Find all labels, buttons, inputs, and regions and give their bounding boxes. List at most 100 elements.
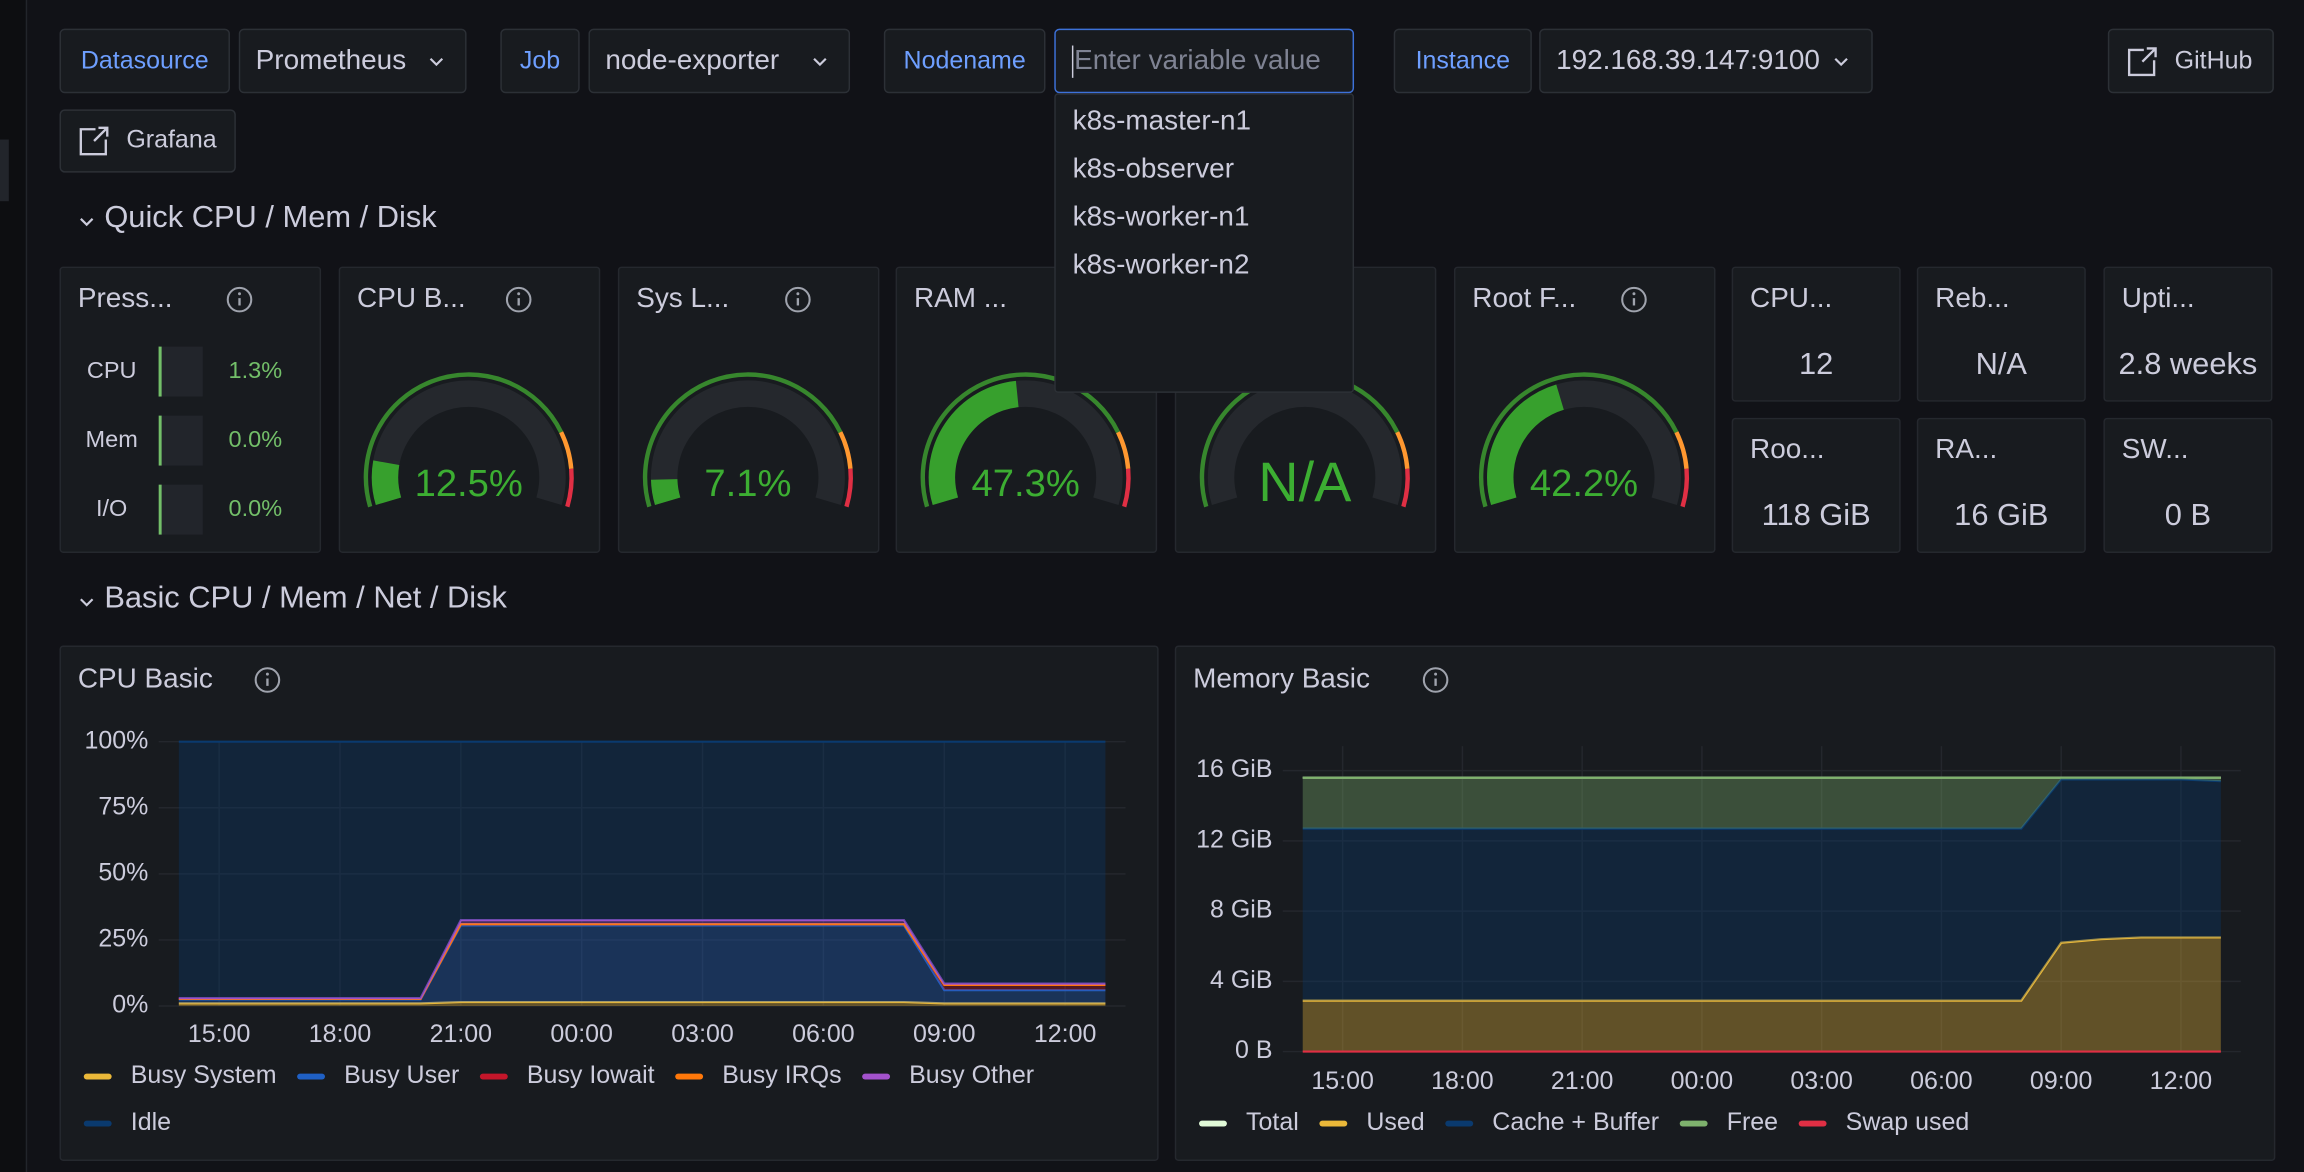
- legend-label[interactable]: Swap used: [1846, 1108, 1970, 1136]
- x-tick-label: 06:00: [792, 1020, 854, 1048]
- info-icon: [265, 672, 269, 676]
- legend-label[interactable]: Busy Iowait: [527, 1061, 655, 1089]
- panel: [59, 266, 322, 553]
- dropdown-option[interactable]: k8s-worker-n2: [1073, 248, 1250, 279]
- chevron-icon: [429, 57, 444, 67]
- variable-label-text: Nodename: [904, 46, 1026, 74]
- area: [1302, 777, 2221, 829]
- panel-title: Press...: [78, 282, 173, 313]
- bar-track: [158, 484, 203, 535]
- row-label: CPU: [87, 357, 137, 383]
- panel-title: CPU...: [1750, 282, 1832, 313]
- y-tick-label: 12 GiB: [1196, 825, 1272, 853]
- panel: [1731, 266, 1901, 402]
- panel: [59, 645, 1159, 1161]
- y-tick-label: 16 GiB: [1196, 755, 1272, 783]
- area: [1302, 937, 2221, 1052]
- threshold-ring: [838, 431, 853, 470]
- panel: [2103, 266, 2273, 402]
- stat-value: N/A: [1976, 346, 2028, 381]
- gauge-label: 7.1%: [704, 462, 791, 505]
- info-icon: [505, 286, 532, 313]
- threshold-ring: [920, 372, 1121, 508]
- info-icon: [517, 292, 521, 296]
- stat-value: 118 GiB: [1762, 497, 1871, 532]
- threshold-ring: [565, 468, 574, 508]
- panel-title: Reb...: [1935, 282, 2009, 313]
- legend-label[interactable]: Used: [1366, 1108, 1424, 1136]
- panel: [1916, 417, 2086, 553]
- external-link-icon: [79, 126, 109, 156]
- x-tick-label: 21:00: [430, 1020, 492, 1048]
- gauge-value: [1487, 384, 1565, 506]
- y-tick-label: 50%: [98, 858, 148, 886]
- threshold-ring: [1116, 431, 1131, 470]
- panel-title: Upti...: [2122, 282, 2195, 313]
- series-line: [1302, 778, 2221, 830]
- gauge-value: [371, 460, 402, 506]
- section-title[interactable]: Quick CPU / Mem / Disk: [104, 199, 437, 234]
- variable-label: [500, 28, 580, 94]
- variable-input[interactable]: [1054, 28, 1355, 94]
- variable-select[interactable]: [238, 28, 467, 94]
- legend-label[interactable]: Busy System: [131, 1061, 277, 1089]
- variable-label-text: Job: [520, 46, 560, 74]
- variable-select[interactable]: [1539, 28, 1873, 94]
- dropdown-option[interactable]: k8s-master-n1: [1073, 104, 1251, 135]
- link-button[interactable]: [59, 109, 236, 173]
- variable-label: [883, 28, 1046, 94]
- info-icon: [1422, 667, 1449, 693]
- legend-label[interactable]: Free: [1727, 1108, 1778, 1136]
- y-tick-label: 4 GiB: [1210, 966, 1272, 994]
- x-tick-label: 06:00: [1910, 1067, 1972, 1095]
- variable-value: Prometheus: [256, 44, 407, 75]
- info-icon: [1621, 286, 1647, 313]
- info-icon: [796, 292, 800, 296]
- x-tick-label: 21:00: [1551, 1067, 1613, 1095]
- x-tick-label: 03:00: [671, 1020, 733, 1048]
- variable-select[interactable]: [588, 28, 851, 94]
- x-tick-label: 15:00: [1311, 1067, 1373, 1095]
- info-icon: [785, 286, 811, 313]
- section-title[interactable]: Basic CPU / Mem / Net / Disk: [104, 579, 507, 614]
- gauge-value: [928, 380, 1020, 505]
- x-tick-label: 12:00: [2150, 1067, 2212, 1095]
- value-label: 0.0%: [229, 495, 283, 521]
- threshold-ring: [844, 468, 853, 508]
- sidebar-handle: [0, 139, 9, 202]
- legend-label[interactable]: Busy Other: [909, 1061, 1034, 1089]
- bar-edge: [158, 346, 162, 397]
- threshold-ring: [1401, 468, 1410, 508]
- threshold-ring: [642, 372, 843, 508]
- threshold-ring: [1680, 468, 1690, 508]
- legend-label[interactable]: Idle: [131, 1108, 171, 1136]
- variable-label-text: Instance: [1416, 46, 1510, 74]
- info-icon: [238, 292, 241, 296]
- value-label: 1.3%: [229, 357, 283, 383]
- info-icon: [1632, 292, 1636, 296]
- legend-label[interactable]: Busy User: [344, 1061, 459, 1089]
- threshold-ring: [363, 372, 564, 508]
- link-button[interactable]: [2107, 28, 2274, 94]
- dropdown-option[interactable]: k8s-observer: [1073, 152, 1234, 183]
- legend-label[interactable]: Cache + Buffer: [1492, 1108, 1659, 1136]
- info-icon: [1434, 672, 1438, 676]
- panel-title: RAM ...: [914, 282, 1007, 313]
- x-tick-label: 09:00: [913, 1020, 975, 1048]
- threshold-ring: [1122, 468, 1131, 508]
- threshold-ring: [1674, 431, 1689, 470]
- legend-label[interactable]: Total: [1246, 1108, 1299, 1136]
- stat-value: 0 B: [2165, 497, 2211, 532]
- chevron-icon: [813, 57, 827, 67]
- series-line: [1302, 936, 2221, 1002]
- link-text: GitHub: [2175, 46, 2253, 74]
- gauge-value: [650, 478, 681, 506]
- dropdown-menu: [1054, 93, 1355, 393]
- variable-value: 192.168.39.147:9100: [1556, 44, 1820, 75]
- dropdown-option[interactable]: k8s-worker-n1: [1073, 200, 1250, 231]
- area: [178, 925, 1106, 1004]
- variable-label-text: Datasource: [81, 46, 209, 74]
- legend-label[interactable]: Busy IRQs: [722, 1061, 841, 1089]
- panel-title: SW...: [2122, 433, 2189, 464]
